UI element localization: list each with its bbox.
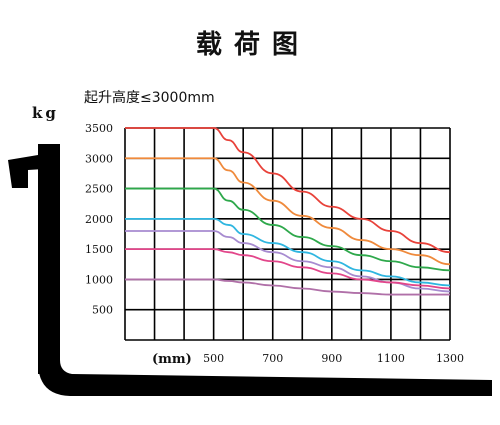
- series-line-1: [125, 127, 451, 254]
- y-axis-ticks: 500 1000 1500 2000 2500 3000 3500: [85, 122, 113, 317]
- chart-title: 载荷图: [196, 30, 310, 60]
- x-axis-label: (mm): [152, 352, 192, 367]
- x-tick-label: 1100: [377, 352, 405, 365]
- y-tick-label: 500: [92, 304, 113, 317]
- chart-subtitle: 起升高度≤3000mm: [84, 89, 215, 106]
- series-line-4: [125, 217, 451, 287]
- y-tick-label: 3000: [85, 152, 113, 165]
- x-tick-label: 500: [203, 352, 224, 365]
- chart-grid: [124, 127, 451, 341]
- x-tick-label: 1300: [436, 352, 464, 365]
- chart-series: [125, 127, 451, 296]
- series-line-5: [125, 230, 451, 293]
- y-tick-label: 1500: [85, 243, 113, 256]
- y-tick-label: 3500: [85, 122, 113, 135]
- series-line-6: [125, 248, 451, 290]
- x-tick-label: 700: [262, 352, 283, 365]
- y-tick-label: 2000: [85, 213, 113, 226]
- series-line-3: [125, 187, 451, 272]
- fork-shape: [8, 144, 492, 396]
- y-axis-label: kg: [32, 104, 59, 122]
- y-tick-label: 2500: [85, 183, 113, 196]
- series-line-2: [125, 157, 451, 266]
- x-tick-label: 900: [321, 352, 342, 365]
- x-axis-ticks: 500 700 900 1100 1300: [203, 352, 464, 365]
- series-line-7: [125, 278, 450, 296]
- y-tick-label: 1000: [85, 273, 113, 286]
